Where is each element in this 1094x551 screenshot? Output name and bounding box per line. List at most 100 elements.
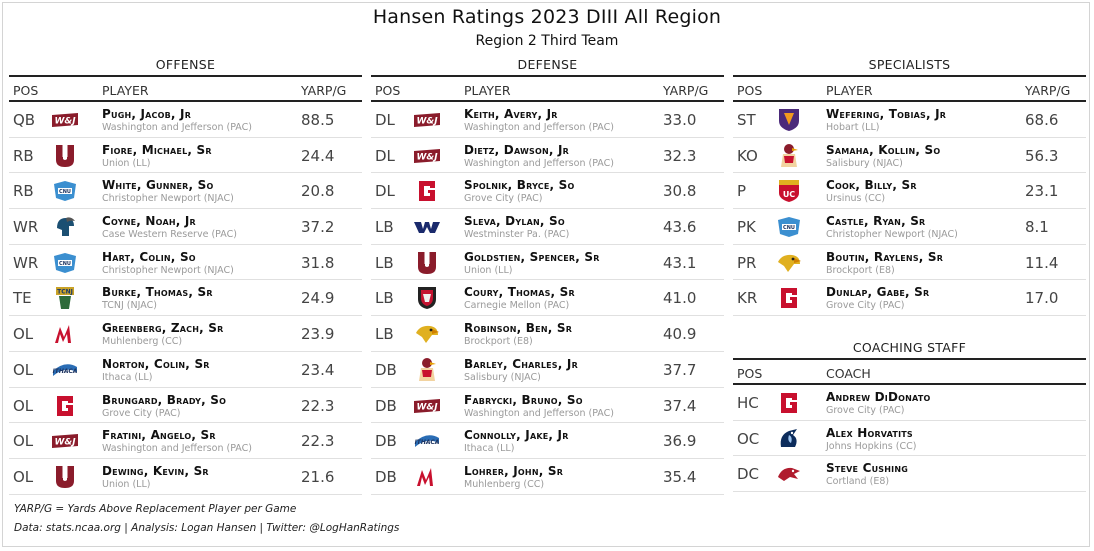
table-header: POS COACH: [733, 358, 1086, 385]
svg-text:ITHACA: ITHACA: [415, 439, 440, 446]
brockport-eagle-logo: [411, 322, 443, 346]
player-name: Spolnik, Bryce, So: [464, 178, 575, 193]
pos-header: POS: [13, 83, 39, 98]
svg-text:W&J: W&J: [54, 117, 76, 127]
yarp-value: 33.0: [663, 111, 697, 129]
svg-text:W&J: W&J: [416, 152, 438, 162]
school-conference: Christopher Newport (NJAC): [826, 229, 958, 241]
spartan-logo: [49, 215, 81, 239]
school-conference: Washington and Jefferson (PAC): [102, 443, 252, 455]
yarp-value: 23.4: [301, 360, 335, 379]
position-label: RB: [13, 146, 34, 165]
player-name: Burke, Thomas, Sr: [102, 285, 213, 300]
position-label: DL: [375, 182, 395, 201]
yarp-value: 37.4: [663, 396, 697, 415]
table-row: ST Wefering, Tobias, Jr Hobart (LL) 68.6: [733, 102, 1086, 138]
yarp-value: 22.3: [301, 432, 335, 451]
school-conference: TCNJ (NJAC): [102, 300, 157, 312]
school-conference: Grove City (PAC): [826, 300, 905, 312]
section-title: OFFENSE: [155, 57, 216, 72]
player-name: Robinson, Ben, Sr: [464, 321, 573, 336]
position-label: HC: [737, 394, 759, 412]
yarp-footnote: YARP/G = Yards Above Replacement Player …: [14, 503, 297, 515]
school-conference: Muhlenberg (CC): [102, 336, 183, 348]
offense-section: OFFENSE POS PLAYER YARP/G QB W&J Pugh, Jac…: [9, 55, 362, 495]
player-header: PLAYER: [464, 83, 511, 98]
coaching-section: COACHING STAFF POS COACH HC Andrew DiDona…: [733, 338, 1086, 493]
position-label: DB: [375, 360, 397, 379]
yarp-header: YARP/G: [301, 83, 347, 98]
table-row: WR Coyne, Noah, Jr Case Western Reserve (P…: [9, 209, 362, 245]
table-row: TE TCNJ Burke, Thomas, Sr TCNJ (NJAC) 24.9: [9, 280, 362, 317]
player-name: Lohrer, John, Sr: [464, 463, 564, 478]
position-label: DL: [375, 146, 395, 165]
position-label: LB: [375, 325, 394, 344]
table-row: KR Dunlap, Gabe, Sr Grove City (PAC) 17.0: [733, 280, 1086, 317]
wj-logo: W&J: [49, 429, 81, 453]
player-name: Hart, Colin, So: [102, 249, 196, 264]
defense-section: DEFENSE POS PLAYER YARP/G DL W&J Keith, Av…: [371, 55, 724, 495]
yarp-value: 30.8: [663, 182, 697, 201]
player-name: Wefering, Tobias, Jr: [826, 107, 947, 121]
pos-header: POS: [375, 83, 401, 98]
table-row: LB Robinson, Ben, Sr Brockport (E8) 40.9: [371, 316, 724, 352]
position-label: WR: [13, 218, 39, 237]
school-conference: Ithaca (LL): [464, 443, 515, 455]
player-name: Norton, Colin, Sr: [102, 356, 210, 371]
section-title: DEFENSE: [517, 57, 578, 72]
grove-city-g-logo: [773, 391, 805, 415]
player-name: Brungard, Brady, So: [102, 392, 227, 407]
table-row: QB W&J Pugh, Jacob, Jr Washington and Jeffe…: [9, 102, 362, 138]
salisbury-logo: [773, 143, 805, 168]
svg-text:W&J: W&J: [416, 117, 438, 127]
yarp-value: 31.8: [301, 253, 335, 272]
table-row: OL W&J Fratini, Angelo, Sr Washington and J…: [9, 423, 362, 459]
table-row: OL Greenberg, Zach, Sr Muhlenberg (CC) 23.9: [9, 316, 362, 352]
specialists-rows: ST Wefering, Tobias, Jr Hobart (LL) 68.6 KO S…: [733, 102, 1086, 317]
svg-text:TCNJ: TCNJ: [57, 289, 73, 296]
svg-text:W&J: W&J: [416, 402, 438, 412]
yarp-value: 24.9: [301, 289, 335, 308]
position-label: DC: [737, 465, 760, 484]
school-conference: Union (LL): [102, 157, 151, 169]
salisbury-logo: [411, 357, 443, 382]
school-conference: Hobart (LL): [826, 122, 880, 133]
player-name: Barley, Charles, Jr: [464, 356, 578, 371]
section-title: COACHING STAFF: [852, 340, 967, 355]
yarp-header: YARP/G: [1025, 83, 1071, 98]
yarp-value: 43.6: [663, 218, 697, 237]
yarp-value: 37.7: [663, 360, 697, 379]
table-row: OL Brungard, Brady, So Grove City (PAC) 22.…: [9, 388, 362, 424]
table-row: KO Samaha, Kollin, So Salisbury (NJAC) 56.3: [733, 138, 1086, 174]
jhu-bluejay-logo: [773, 427, 805, 451]
wj-logo: W&J: [411, 144, 443, 168]
player-name: Samaha, Kollin, So: [826, 142, 941, 157]
school-conference: Johns Hopkins (CC): [826, 440, 917, 452]
section-title: SPECIALISTS: [868, 57, 951, 72]
position-label: PK: [737, 218, 756, 237]
coach-header: COACH: [826, 366, 871, 381]
position-label: WR: [13, 253, 39, 272]
school-conference: Carnegie Mellon (PAC): [464, 300, 570, 312]
brockport-eagle-logo: [773, 251, 805, 275]
union-u-logo: [49, 144, 81, 168]
player-name: White, Gunner, So: [102, 178, 214, 193]
player-name: Cook, Billy, Sr: [826, 178, 917, 193]
ithaca-logo: ITHACA: [411, 429, 443, 453]
ithaca-logo: ITHACA: [49, 358, 81, 382]
yarp-header: YARP/G: [663, 83, 709, 98]
svg-text:ITHACA: ITHACA: [53, 368, 78, 375]
position-label: OL: [13, 432, 34, 451]
defense-rows: DL W&J Keith, Avery, Jr Washington and Jeff…: [371, 102, 724, 495]
yarp-value: 41.0: [663, 289, 697, 308]
player-name: Greenberg, Zach, Sr: [102, 321, 224, 336]
player-name: Dietz, Dawson, Jr: [464, 142, 570, 157]
position-label: OL: [13, 360, 34, 379]
svg-text:CNU: CNU: [59, 261, 71, 267]
school-conference: Washington and Jefferson (PAC): [464, 407, 614, 419]
school-conference: Grove City (PAC): [102, 407, 181, 419]
cortland-logo: [773, 462, 805, 486]
school-conference: Muhlenberg (CC): [464, 478, 545, 490]
school-conference: Washington and Jefferson (PAC): [464, 122, 614, 133]
